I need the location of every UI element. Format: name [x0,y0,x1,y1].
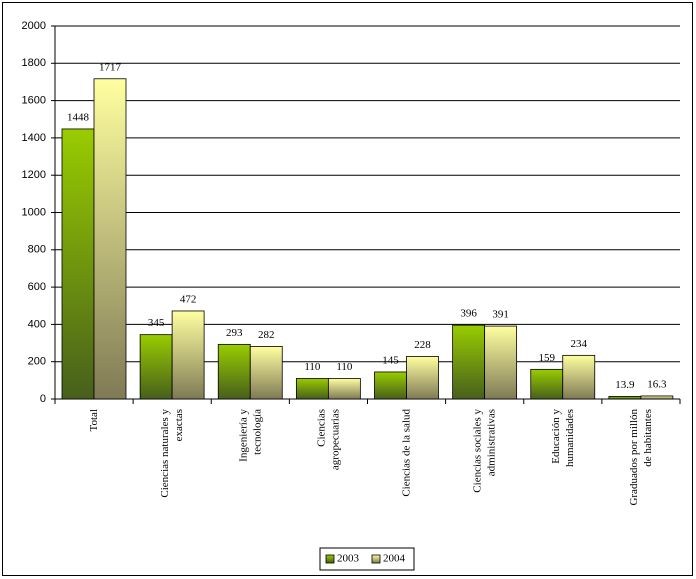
y-tick-label: 0 [40,393,46,405]
bar [608,396,642,400]
bar [171,310,205,400]
bar [484,325,518,400]
value-label: 1717 [99,61,122,73]
y-tick-label: 1600 [22,95,46,107]
legend-label: 2003 [337,553,360,565]
y-tick-label: 200 [28,356,46,368]
x-tick-label: Total [88,409,100,431]
value-label: 234 [571,338,588,350]
legend-swatch [325,554,335,564]
bar [295,378,329,400]
bar [640,395,674,400]
bar [530,368,564,400]
bar [562,354,596,400]
y-tick-label: 1800 [22,57,46,69]
bar [452,324,486,400]
value-label: 472 [180,294,197,306]
value-label: 16.3 [647,378,667,390]
x-tick-label: Ingeniería y tecnología [237,409,263,462]
y-tick-label: 2000 [22,20,46,32]
bar [249,346,283,400]
y-tick-label: 800 [28,244,46,256]
value-label: 391 [492,309,509,321]
bar [61,128,95,400]
x-tick-label: Educación y humanidades [549,409,575,468]
bar [374,371,407,400]
bar [406,356,439,400]
legend-box [319,547,415,571]
value-label: 396 [460,308,477,320]
legend-label: 2004 [383,553,406,565]
x-tick-label: Ciencias naturales y exactas [159,409,185,498]
bar [93,78,127,400]
y-tick-label: 1200 [22,169,46,181]
x-tick-label: Ciencias de la salud [400,409,412,497]
value-label: 13.9 [615,379,635,391]
value-label: 282 [258,329,275,341]
bar [327,378,361,400]
x-tick-label: Graduados por millón de habitantes [627,409,653,506]
value-label: 1448 [67,111,90,123]
legend-swatch [371,554,381,564]
value-label: 110 [336,361,353,373]
value-label: 228 [414,339,431,351]
y-tick-label: 1400 [22,132,46,144]
x-tick-label: Ciencias sociales y administrativas [471,409,497,493]
bar [139,334,173,400]
y-tick-label: 400 [28,318,46,330]
value-label: 345 [148,317,165,329]
value-label: 145 [382,354,399,366]
y-tick-label: 1000 [22,206,46,218]
value-label: 293 [226,327,243,339]
y-tick-label: 600 [28,281,46,293]
bar [217,343,251,400]
value-label: 159 [539,352,556,364]
value-label: 110 [304,361,321,373]
x-tick-label: Ciencias agropecuarias [315,409,341,470]
